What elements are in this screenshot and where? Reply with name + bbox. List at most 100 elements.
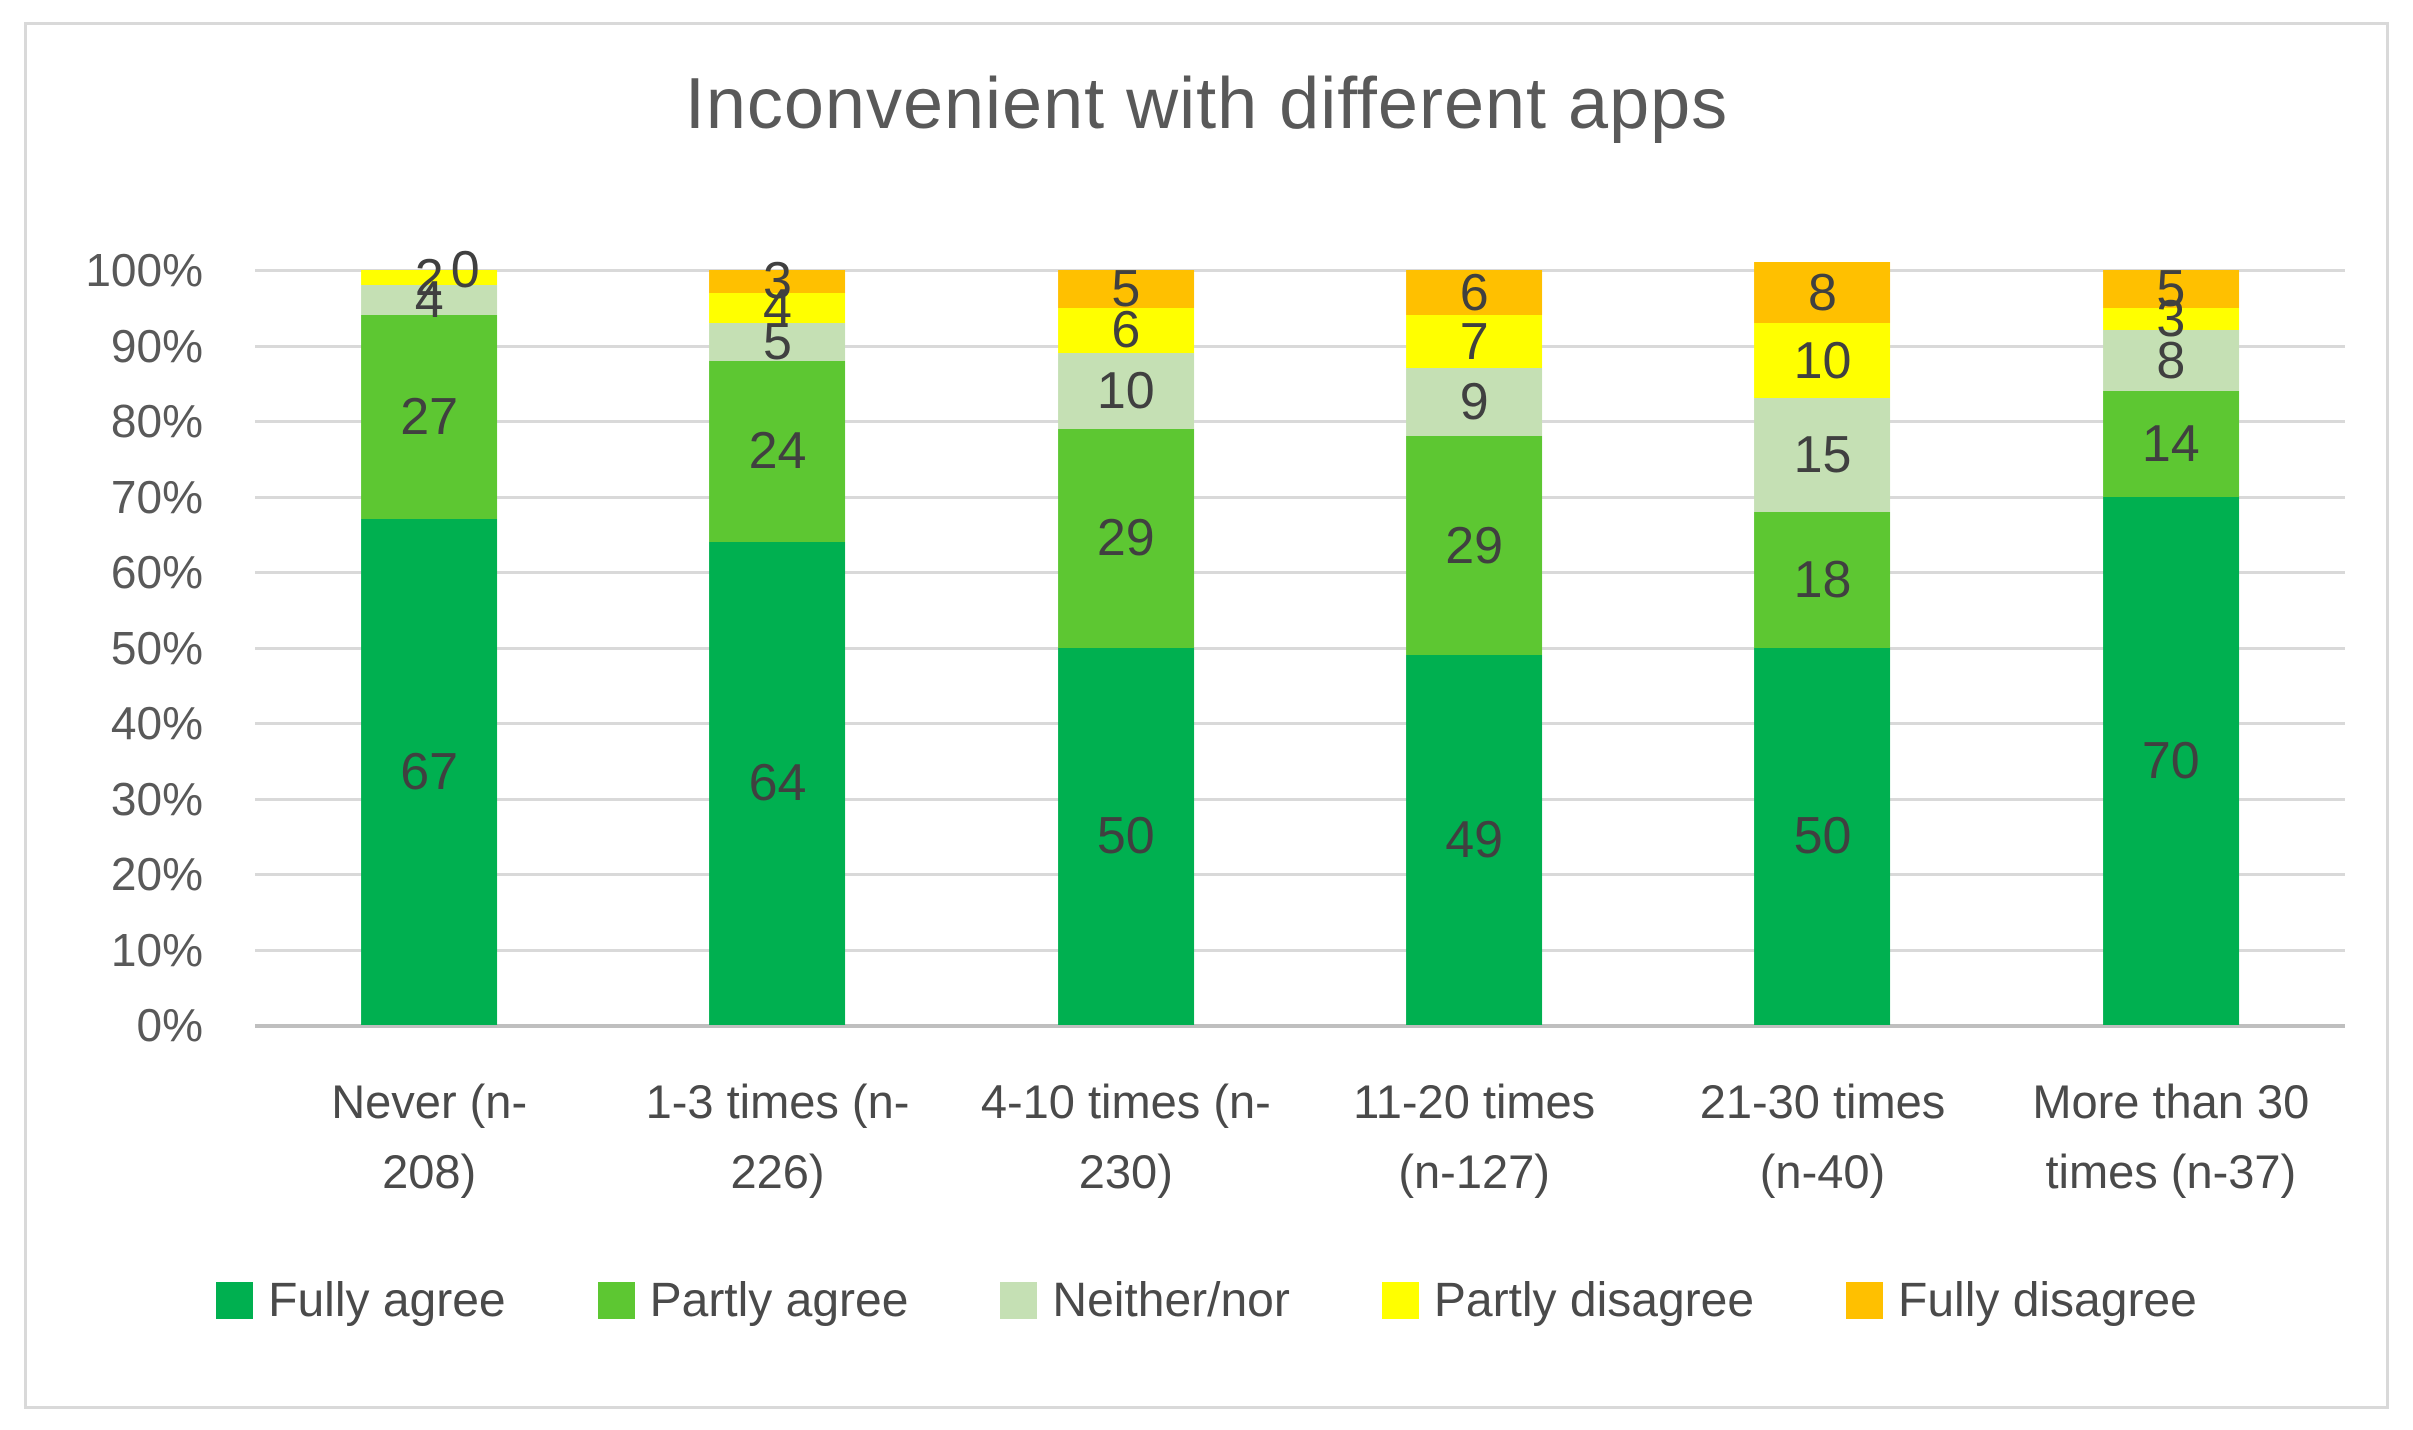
- bar-segment: [1754, 398, 1891, 512]
- bar-stack-2: 64 24 5 4 3: [709, 255, 846, 1025]
- bar-segment: [1406, 436, 1543, 656]
- gridline: [255, 948, 2345, 952]
- legend-entry: Neither/nor: [1000, 1273, 1290, 1328]
- bar-stack-1: 67 27 4 2 0: [361, 244, 498, 1025]
- legend-entry: Fully agree: [216, 1273, 506, 1328]
- x-category-label-line: (n-40): [1759, 1145, 1886, 1198]
- data-label: 14: [2141, 414, 2200, 473]
- data-label: 15: [1793, 425, 1852, 484]
- y-tick-label: 20%: [110, 848, 203, 900]
- x-category-label-line: More than 30: [2032, 1075, 2310, 1128]
- data-label: 67: [400, 743, 459, 802]
- x-axis: Never (n- 208) 1-3 times (n- 226) 4-10 times…: [255, 1067, 2345, 1207]
- data-label: 3: [2156, 290, 2186, 349]
- data-label: 50: [1793, 807, 1852, 866]
- x-category-label-line: 11-20 times: [1353, 1075, 1596, 1128]
- data-label: 5: [2156, 259, 2186, 318]
- x-category-label-line: (n-127): [1398, 1145, 1550, 1198]
- bar-slot: 49 29 9 7 6: [1300, 263, 1648, 1025]
- x-category-label-line: times (n-37): [2045, 1145, 2297, 1198]
- y-tick-label: 10%: [110, 923, 203, 976]
- chart-frame: Inconvenient with different apps 0% 10% 20…: [24, 22, 2389, 1409]
- data-label: 6: [1459, 263, 1489, 322]
- data-label: 10: [1793, 331, 1852, 390]
- bar-segment: [709, 360, 846, 542]
- data-label: 18: [1793, 550, 1852, 609]
- legend-swatch-icon: [1846, 1282, 1884, 1319]
- data-label: 3: [763, 252, 792, 311]
- data-label: 5: [763, 312, 792, 371]
- data-label: 7: [1459, 312, 1489, 371]
- bar-segment: [361, 285, 498, 316]
- gridline: [255, 420, 2345, 423]
- bar-segment: [2102, 330, 2239, 391]
- bar-segment: [2102, 496, 2239, 1025]
- bar-segment: [709, 292, 846, 323]
- data-label: 6: [1111, 301, 1141, 360]
- legend-entry: Partly disagree: [1381, 1273, 1755, 1328]
- legend-label: Partly agree: [649, 1274, 909, 1327]
- data-label: 9: [1459, 373, 1489, 432]
- x-category-label: 21-30 times (n-40): [1648, 1067, 1996, 1207]
- x-category-label-line: 1-3 times (n-: [645, 1075, 910, 1128]
- gridline: [255, 495, 2345, 499]
- data-label: 0: [450, 241, 480, 299]
- gridline: [255, 873, 2345, 876]
- bar-segment: [2102, 270, 2239, 308]
- x-category-label: 1-3 times (n- 226): [603, 1067, 951, 1207]
- bar-segment: [1057, 307, 1194, 354]
- y-tick-label: 100%: [85, 244, 203, 296]
- bar-slot: 50 29 10 6 5: [952, 263, 1300, 1025]
- bar-slot: 70 14 8 3 5: [1997, 263, 2345, 1025]
- bar-slot: 64 24 5 4 3: [603, 255, 951, 1025]
- x-category-label-line: 230): [1078, 1145, 1173, 1198]
- bar-segment: [1057, 353, 1194, 429]
- y-tick-label: 90%: [110, 319, 203, 372]
- bar-slot: 50 18 15 10 8: [1648, 262, 1996, 1025]
- x-category-label: More than 30 times (n-37): [1997, 1067, 2345, 1207]
- legend-swatch-icon: [1000, 1282, 1038, 1319]
- x-category-label-line: 226): [730, 1145, 825, 1198]
- x-category-label-line: 4-10 times (n-: [980, 1075, 1271, 1128]
- data-label: 2: [414, 248, 444, 307]
- data-label: 50: [1096, 807, 1155, 866]
- bar-segment: [1406, 315, 1543, 369]
- bar-stack-6: 70 14 8 3 5: [2102, 263, 2239, 1025]
- y-tick-label: 70%: [110, 470, 203, 523]
- bar-stack-4: 49 29 9 7 6: [1406, 263, 1543, 1025]
- x-category-label: 4-10 times (n- 230): [952, 1067, 1300, 1207]
- bar-segment: [2102, 390, 2239, 497]
- x-category-label: Never (n- 208): [255, 1067, 603, 1207]
- data-label: 27: [400, 388, 459, 447]
- x-category-label-line: 21-30 times: [1699, 1075, 1946, 1128]
- legend-swatch-icon: [216, 1282, 254, 1319]
- y-tick-label: 80%: [110, 395, 203, 447]
- y-tick-label: 50%: [110, 621, 203, 674]
- bar-segment: [1406, 368, 1543, 437]
- bar-segment: [1754, 511, 1891, 648]
- x-category-label-line: 208): [382, 1145, 477, 1198]
- data-label: 64: [748, 754, 807, 813]
- y-tick-label: 60%: [110, 546, 203, 598]
- bar-segment: [1754, 322, 1891, 399]
- bar-segment: [1406, 655, 1543, 1025]
- bar-stack-3: 50 29 10 6 5: [1057, 263, 1194, 1025]
- bar-segment: [1754, 262, 1891, 323]
- bar-segment: [709, 322, 846, 361]
- bar-segment: [361, 270, 498, 286]
- plot-area: 0% 10% 20% 30% 40% 50% 60% 70% 80% 90% 100% Never …: [85, 244, 2345, 1198]
- legend-label: Partly disagree: [1433, 1274, 1755, 1327]
- bar-segment: [361, 315, 498, 520]
- data-label: 49: [1445, 811, 1504, 870]
- data-label: 4: [414, 271, 444, 330]
- y-axis: 0% 10% 20% 30% 40% 50% 60% 70% 80% 90% 100%: [15, 244, 255, 1051]
- legend: Fully agree Partly agree Neither/nor Partly…: [27, 1273, 2386, 1328]
- data-label: 29: [1096, 509, 1155, 568]
- bar-segment: [361, 519, 498, 1025]
- bar-stack-5: 50 18 15 10 8: [1754, 262, 1891, 1025]
- bar-segment: [1057, 270, 1194, 308]
- gridline: [255, 571, 2345, 574]
- gridline: [255, 797, 2345, 801]
- data-label: 10: [1096, 361, 1155, 420]
- bar-segment: [1057, 428, 1194, 648]
